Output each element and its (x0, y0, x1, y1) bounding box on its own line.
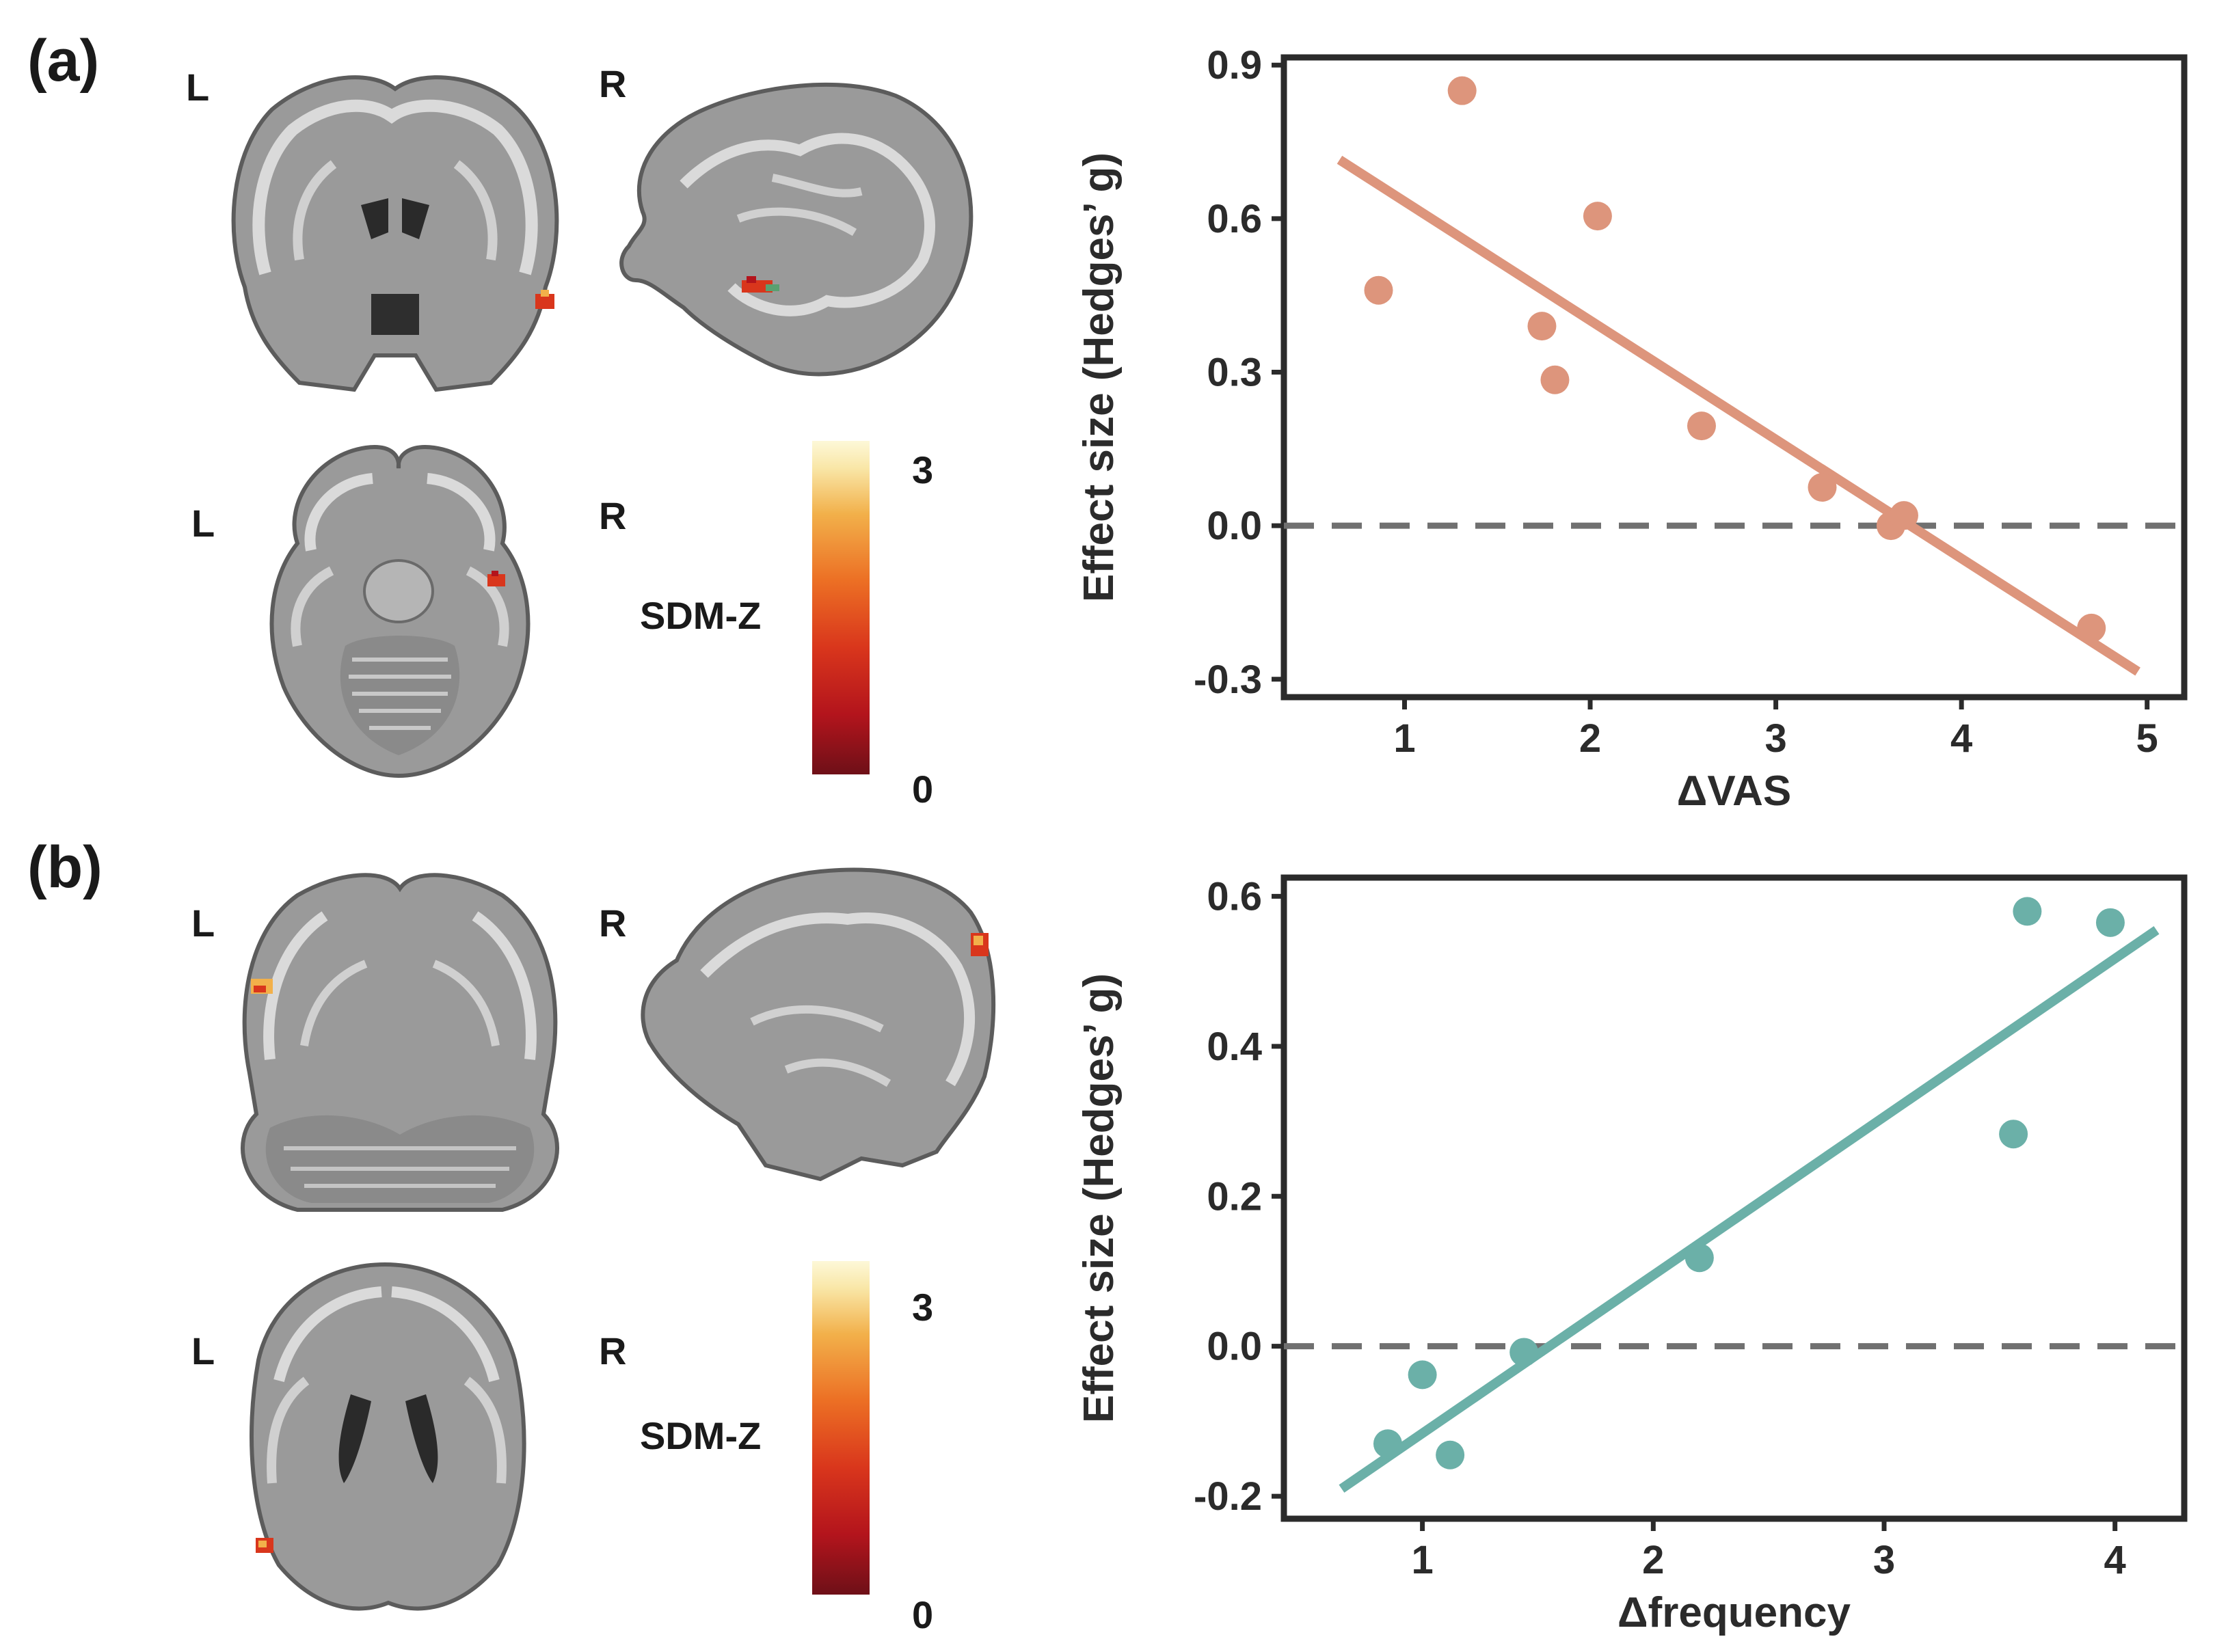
panel-a-label: (a) (27, 28, 100, 94)
chart-a-y-axis-label: Effect size (Hedges’ g) (1075, 152, 1123, 602)
chart-a-y-tick-label: -0.3 (1194, 658, 1262, 702)
chart-b-y-tick-label: -0.2 (1194, 1474, 1262, 1519)
colorbar-b-gradient (812, 1261, 870, 1595)
chart-a-x-tick-label: 3 (1764, 716, 1786, 761)
brain-a-coronal-left-marker: L (186, 66, 210, 109)
chart-a-frame (1280, 54, 2188, 701)
chart-a-x-axis-label: ΔVAS (1677, 768, 1791, 815)
brain-a-axial-slice (269, 445, 531, 778)
chart-b-x-tick-label: 3 (1873, 1538, 1895, 1582)
chart-b-data-point (1509, 1338, 1539, 1367)
chart-a-data-point (1808, 472, 1837, 502)
colorbar-a-gradient (812, 441, 870, 774)
chart-a-y-tick-label: 0.9 (1207, 43, 1262, 87)
colorbar-b-title: SDM-Z (640, 1414, 762, 1457)
brain-b-axial-right-marker: R (599, 1329, 627, 1372)
chart-a-data-point (1540, 365, 1570, 394)
colorbar-a-title: SDM-Z (640, 594, 762, 637)
chart-a-x-tick-label: 5 (2136, 716, 2158, 761)
chart-a-y-tick-label: 0.6 (1207, 197, 1262, 241)
brain-b-coronal-left-marker: L (191, 902, 215, 945)
chart-a-data-point (1527, 312, 1557, 341)
chart-a-data-point (1583, 202, 1612, 231)
chart-b-frame (1280, 874, 2188, 1522)
chart-a-data-point (1687, 411, 1716, 441)
chart-b-data-point (1436, 1440, 1465, 1470)
chart-b-data-point (1408, 1360, 1437, 1390)
brain-a-axial-right-marker: R (599, 494, 627, 537)
chart-b-x-tick-label: 1 (1411, 1538, 1433, 1582)
chart-a-data-point (1889, 501, 1918, 530)
chart-b-x-axis-label: Δfrequency (1617, 1589, 1851, 1636)
chart-b-data-point (1373, 1429, 1402, 1459)
chart-b-y-tick-label: 0.6 (1207, 874, 1262, 919)
brain-a-sagittal-right-marker: R (599, 62, 627, 105)
chart-b-x-tick-label: 4 (2104, 1538, 2126, 1582)
chart-a-fit-line (1337, 155, 2140, 676)
chart-b-fit-line (1339, 926, 2160, 1493)
chart-b-y-tick-label: 0.2 (1207, 1174, 1262, 1219)
brain-b-axial-left-marker: L (191, 1329, 215, 1372)
chart-a-x-tick-label: 1 (1393, 716, 1415, 761)
brain-b-axial-slice (250, 1262, 526, 1611)
chart-b-x-tick-label: 2 (1642, 1538, 1664, 1582)
brain-b-coronal-slice (241, 873, 559, 1212)
chart-a-data-point (1364, 275, 1393, 305)
panel-b-label: (b) (27, 835, 103, 900)
brain-a-sagittal-slice (619, 82, 974, 377)
colorbar-a-min-label: 0 (912, 768, 934, 811)
colorbar-a-max-label: 3 (912, 448, 934, 491)
chart-b-data-point (2095, 908, 2125, 937)
brain-a-axial-left-marker: L (191, 502, 215, 545)
chart-a-data-point (1447, 76, 1477, 105)
chart-a-y-tick-label: 0.3 (1207, 351, 1262, 395)
chart-b-y-tick-label: 0.0 (1207, 1325, 1262, 1369)
chart-b-data-point (1684, 1243, 1714, 1273)
brain-b-sagittal-slice (641, 867, 996, 1182)
chart-a-y-tick-label: 0.0 (1207, 504, 1262, 548)
chart-b-y-tick-label: 0.4 (1207, 1025, 1262, 1069)
chart-a-data-point (2077, 613, 2106, 642)
colorbar-b-max-label: 3 (912, 1286, 934, 1329)
brain-b-sagittal-right-marker: R (599, 902, 627, 945)
chart-a-x-tick-label: 2 (1579, 716, 1601, 761)
chart-b-data-point (1999, 1120, 2028, 1149)
chart-a-x-tick-label: 4 (1950, 716, 1972, 761)
brain-a-coronal-slice (231, 75, 559, 392)
colorbar-b-min-label: 0 (912, 1593, 934, 1636)
chart-b-data-point (2013, 897, 2042, 926)
chart-b-y-axis-label: Effect size (Hedges’ g) (1075, 973, 1123, 1423)
